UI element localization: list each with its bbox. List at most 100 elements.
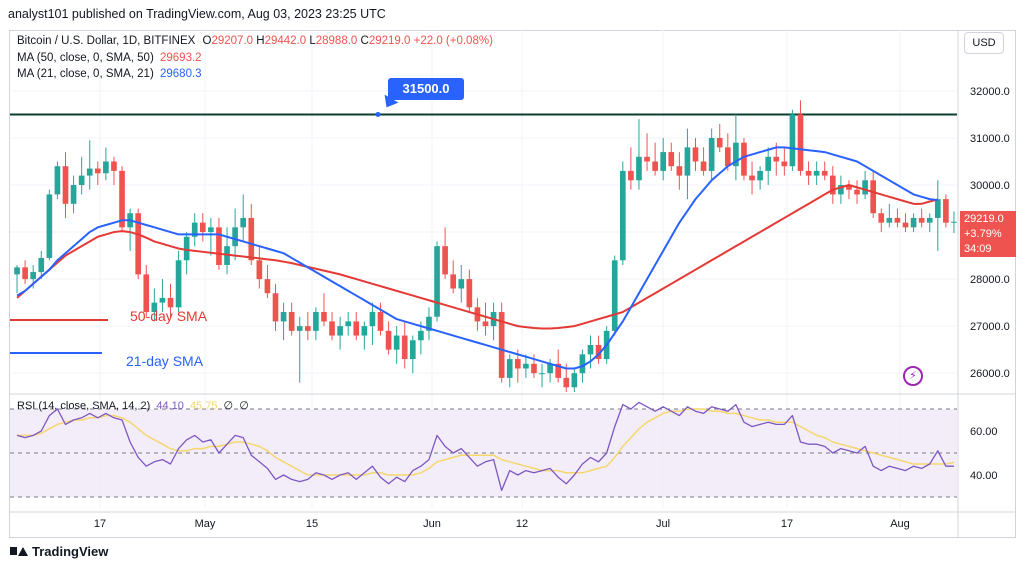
chart-frame[interactable] [9,30,1016,538]
brand-text: TradingView [32,544,109,559]
candle-body [870,180,877,214]
resistance-callout: 31500.0 [388,78,464,100]
price-tick-label: 26000.0 [970,368,1010,380]
candle-body [264,279,271,294]
time-tick-label: Jun [423,518,441,530]
time-tick-label: Aug [890,518,910,530]
candle-body [458,279,465,289]
candle-body [369,312,376,327]
candle-body [676,166,683,176]
candle-body [716,137,723,148]
candle-body [256,260,263,280]
candle-body [789,114,796,167]
price-tick-label: 30000.0 [970,180,1010,192]
currency-button[interactable]: USD [964,32,1004,54]
rsi-header: RSI (14, close, SMA, 14, 2) 44.10 45.75 … [17,399,249,412]
symbol-header: Bitcoin / U.S. Dollar, 1D, BITFINEX O292… [17,35,493,47]
rsi-label: RSI (14, close, SMA, 14, 2) [17,400,151,412]
ma21-header: MA (21, close, 0, SMA, 21) 29680.3 [17,68,202,80]
low-value: 28988.0 [315,35,358,47]
candle-body [22,267,28,280]
candle-body [700,161,707,171]
candle-body [482,321,489,327]
tradingview-brand[interactable]: TradingView [10,544,108,559]
rsi-ma-line [17,408,955,476]
change-value: +22.0 (+0.08%) [413,35,493,47]
candle-body [660,152,667,171]
candle-body [926,217,933,223]
candle-body [183,236,190,261]
candle-body [934,199,941,218]
candle-body [619,170,626,261]
rsi-line [16,401,954,492]
candle-body [62,166,69,204]
candle-body [587,344,594,355]
candle-body [579,354,586,374]
ma21-value: 29680.3 [159,68,202,80]
rsi-extra-1: ∅ [223,400,234,412]
candle-body [30,272,37,280]
ma50-line [16,184,939,330]
candle-body [523,363,529,369]
ma50-header: MA (50, close, 0, SMA, 50) 29693.2 [17,52,202,64]
candle-body [426,316,432,331]
candle-body [103,161,109,174]
last-price-tag: 29219.0 +3.79% 34:09 [960,211,1016,257]
candle-body [78,175,85,186]
candle-body [765,156,772,171]
candle-body [894,217,901,223]
candle-body [450,274,457,289]
rsi-tick-label: 60.00 [970,426,998,438]
candle-body [902,222,909,228]
candle-body [652,161,658,171]
candle-body [951,221,957,223]
candle-body [684,147,691,176]
symbol-name: Bitcoin / U.S. Dollar, 1D, BITFINEX [17,35,196,47]
candle-body [393,335,400,350]
time-tick-label: 17 [94,518,106,530]
candle-body [94,168,101,174]
candle-body [741,142,747,176]
candle-body [829,175,836,195]
bar-countdown: 34:09 [964,243,992,255]
candle-body [345,321,352,327]
ma21-line [16,146,938,370]
candle-body [232,227,238,247]
candle-body [46,194,53,258]
price-tick-label: 32000.0 [970,86,1010,98]
candle-body [377,312,384,331]
ma50-legend-label: 50-day SMA [130,308,208,324]
candle-body [418,330,424,341]
candle-body [886,217,893,223]
candle-body [547,363,553,374]
candle-body [918,217,925,223]
candle-body [644,156,650,162]
candle-body [38,257,45,273]
candle-body [781,161,788,167]
candle-body [54,166,61,195]
candle-body [216,227,222,265]
candle-body [337,326,343,336]
candle-body [385,330,392,350]
time-tick-label: Jul [656,518,670,530]
rsi-tick-label: 40.00 [970,470,998,482]
replay-icon[interactable]: ⚡ [903,366,923,386]
open-label: O [202,35,212,47]
candle-body [943,199,949,223]
candle-body [838,185,844,195]
candle-body [329,321,335,336]
candle-body [313,312,319,331]
candle-body [846,185,852,190]
candle-body [773,156,780,162]
candle-body [854,189,860,195]
price-tick-label: 28000.0 [970,274,1010,286]
candle-body [708,137,715,171]
open-value: 29207.0 [211,35,254,47]
candle-body [111,161,117,171]
candle-body [805,170,812,176]
candle-body [813,170,820,176]
candle-body [531,363,537,374]
close-label: C [360,35,369,47]
candle-body [401,335,408,360]
